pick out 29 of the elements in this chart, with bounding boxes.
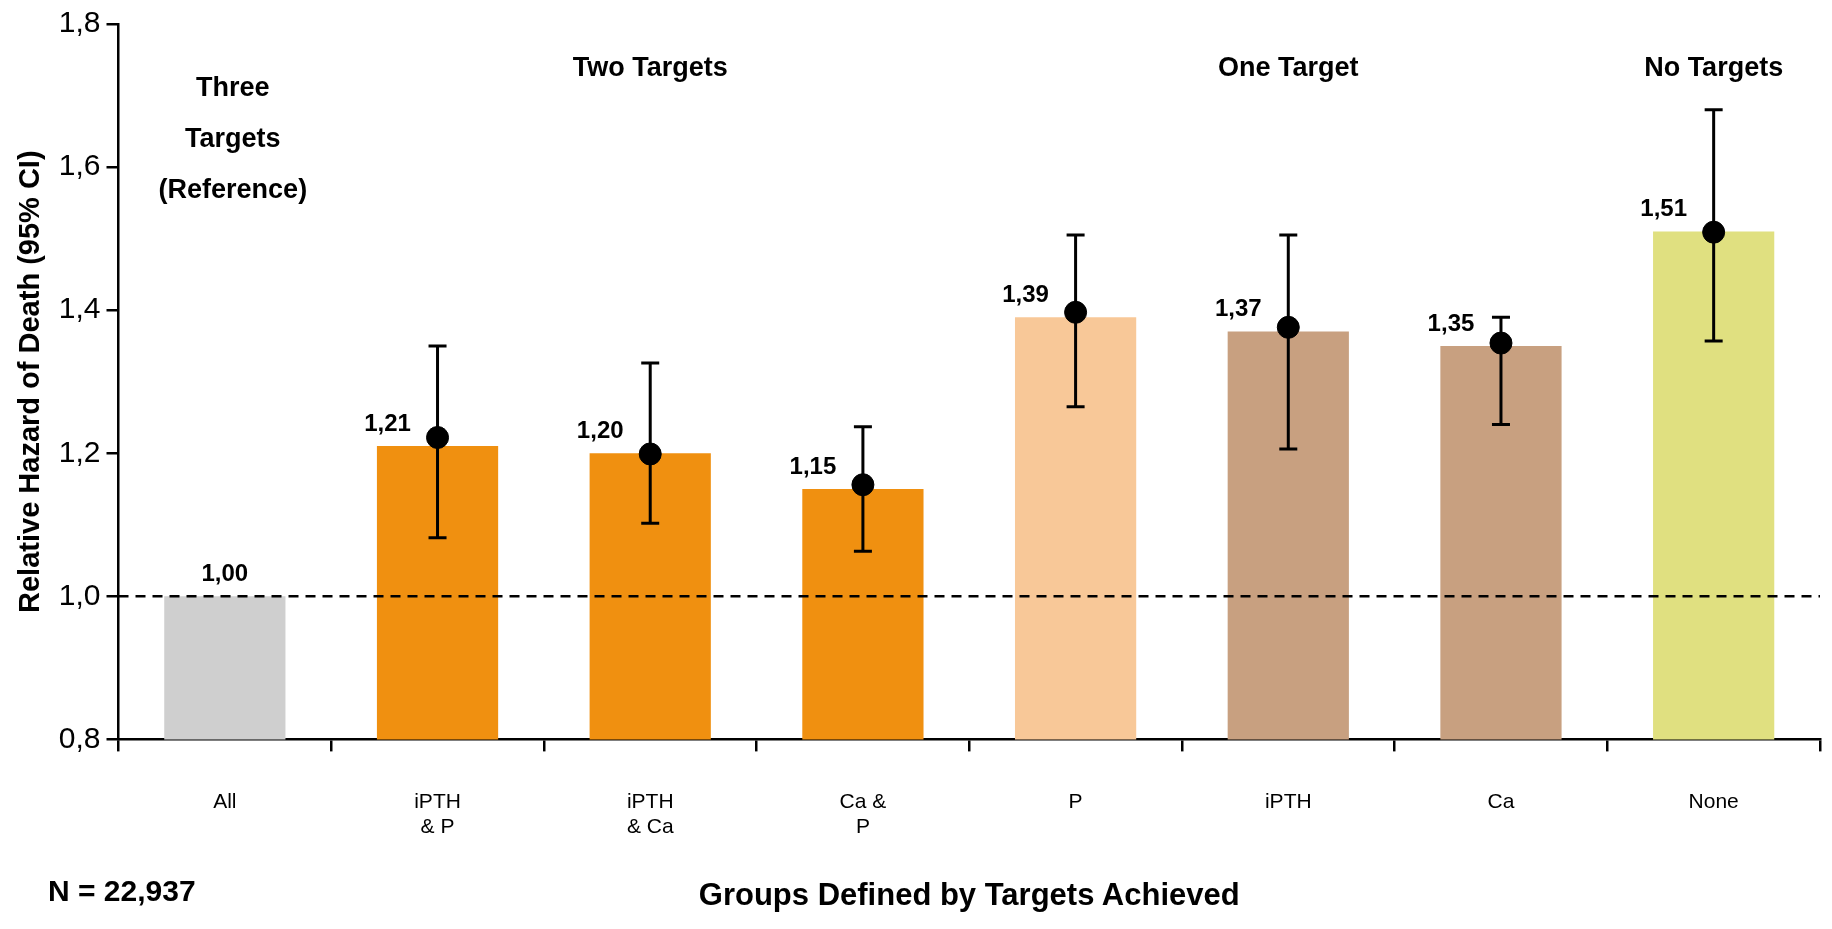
data-label: 1,37 bbox=[1214, 294, 1262, 322]
y-tick-label: 1,4 bbox=[58, 291, 101, 325]
x-tick-label: All bbox=[213, 788, 237, 812]
annotation: Three Targets (Reference) bbox=[158, 71, 308, 204]
data-label: 1,00 bbox=[201, 558, 249, 586]
x-axis-title: Groups Defined by Targets Achieved bbox=[698, 876, 1240, 912]
x-tick-label: P bbox=[1068, 788, 1083, 812]
y-tick-label: 1,2 bbox=[58, 434, 101, 468]
data-label: 1,15 bbox=[789, 451, 837, 479]
y-tick-label: 1,0 bbox=[58, 577, 101, 611]
x-tick-label: None bbox=[1688, 788, 1739, 812]
data-label: 1,35 bbox=[1427, 308, 1475, 336]
x-tick-label: iPTH & Ca bbox=[626, 788, 674, 837]
y-tick-label: 0,8 bbox=[58, 720, 101, 754]
annotation: No Targets bbox=[1644, 51, 1784, 82]
y-axis-title: Relative Hazard of Death (95% CI) bbox=[13, 150, 46, 613]
data-label: 1,20 bbox=[576, 415, 624, 443]
x-tick-label: iPTH bbox=[1264, 788, 1312, 812]
x-tick-label: iPTH & P bbox=[414, 788, 461, 837]
data-label: 1,39 bbox=[1002, 279, 1049, 307]
annotation: Two Targets bbox=[572, 51, 728, 82]
data-label: 1,51 bbox=[1640, 194, 1688, 222]
text: N = 22,937 bbox=[48, 874, 196, 908]
x-tick-label: Ca & P bbox=[839, 788, 887, 837]
y-tick-label: 1,8 bbox=[58, 5, 101, 39]
x-tick-label: Ca bbox=[1487, 788, 1515, 812]
annotation: One Target bbox=[1218, 51, 1359, 82]
y-tick-label: 1,6 bbox=[58, 148, 101, 182]
data-label: 1,21 bbox=[364, 408, 411, 436]
